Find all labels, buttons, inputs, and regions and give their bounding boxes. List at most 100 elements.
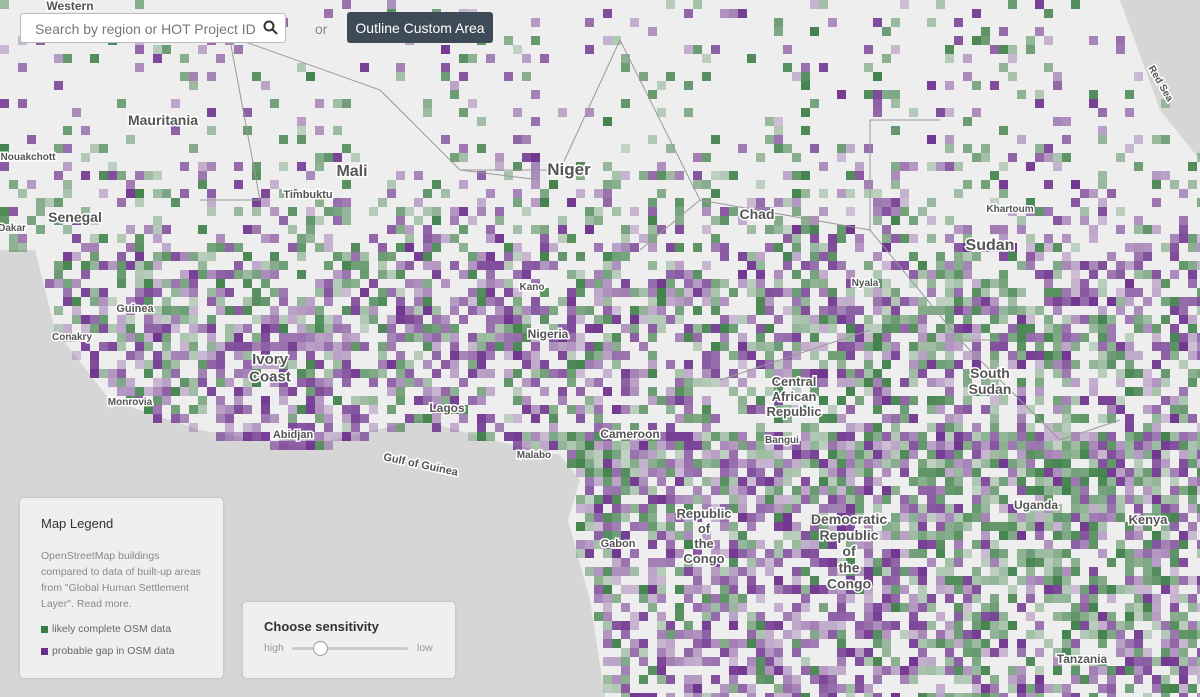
coverage-cell bbox=[819, 531, 828, 540]
coverage-cell bbox=[846, 477, 855, 486]
coverage-cell bbox=[711, 594, 720, 603]
coverage-cell bbox=[972, 486, 981, 495]
coverage-cell bbox=[117, 99, 126, 108]
coverage-cell bbox=[1026, 630, 1035, 639]
coverage-cell bbox=[189, 387, 198, 396]
coverage-cell bbox=[207, 297, 216, 306]
coverage-cell bbox=[837, 342, 846, 351]
coverage-cell bbox=[927, 279, 936, 288]
coverage-cell bbox=[891, 459, 900, 468]
coverage-cell bbox=[1080, 288, 1089, 297]
coverage-cell bbox=[963, 297, 972, 306]
coverage-cell bbox=[864, 423, 873, 432]
coverage-cell bbox=[963, 54, 972, 63]
coverage-cell bbox=[1125, 261, 1134, 270]
coverage-cell bbox=[1053, 369, 1062, 378]
coverage-cell bbox=[540, 432, 549, 441]
coverage-cell bbox=[819, 513, 828, 522]
coverage-cell bbox=[1053, 504, 1062, 513]
search-input[interactable]: Search by region or HOT Project ID bbox=[20, 13, 286, 43]
coverage-cell bbox=[612, 270, 621, 279]
coverage-cell bbox=[855, 162, 864, 171]
coverage-cell bbox=[1062, 630, 1071, 639]
coverage-cell bbox=[126, 180, 135, 189]
coverage-cell bbox=[1080, 450, 1089, 459]
coverage-cell bbox=[729, 585, 738, 594]
coverage-cell bbox=[1107, 432, 1116, 441]
coverage-cell bbox=[999, 306, 1008, 315]
coverage-cell bbox=[927, 459, 936, 468]
coverage-cell bbox=[972, 495, 981, 504]
coverage-cell bbox=[1071, 513, 1080, 522]
coverage-cell bbox=[666, 468, 675, 477]
coverage-cell bbox=[999, 558, 1008, 567]
coverage-cell bbox=[666, 279, 675, 288]
coverage-cell bbox=[756, 297, 765, 306]
coverage-cell bbox=[666, 432, 675, 441]
coverage-cell bbox=[918, 342, 927, 351]
slider[interactable]: high low bbox=[264, 641, 439, 658]
outline-button[interactable]: Outline Custom Area bbox=[347, 12, 493, 43]
coverage-cell bbox=[873, 207, 882, 216]
coverage-cell bbox=[1008, 621, 1017, 630]
coverage-cell bbox=[819, 396, 828, 405]
coverage-cell bbox=[1098, 279, 1107, 288]
coverage-cell bbox=[1161, 540, 1170, 549]
coverage-cell bbox=[837, 486, 846, 495]
coverage-cell bbox=[666, 0, 675, 9]
coverage-cell bbox=[810, 666, 819, 675]
coverage-cell bbox=[576, 315, 585, 324]
coverage-cell bbox=[801, 171, 810, 180]
coverage-cell bbox=[738, 459, 747, 468]
coverage-cell bbox=[432, 333, 441, 342]
coverage-cell bbox=[891, 522, 900, 531]
coverage-cell bbox=[927, 603, 936, 612]
coverage-cell bbox=[1053, 342, 1062, 351]
coverage-cell bbox=[567, 351, 576, 360]
coverage-cell bbox=[693, 495, 702, 504]
coverage-cell bbox=[927, 486, 936, 495]
coverage-cell bbox=[477, 297, 486, 306]
coverage-cell bbox=[702, 198, 711, 207]
coverage-cell bbox=[27, 180, 36, 189]
coverage-cell bbox=[414, 252, 423, 261]
coverage-cell bbox=[261, 297, 270, 306]
coverage-cell bbox=[99, 171, 108, 180]
coverage-cell bbox=[846, 684, 855, 693]
coverage-cell bbox=[90, 324, 99, 333]
coverage-cell bbox=[306, 72, 315, 81]
coverage-cell bbox=[963, 639, 972, 648]
coverage-cell bbox=[738, 315, 747, 324]
coverage-cell bbox=[900, 234, 909, 243]
coverage-cell bbox=[81, 270, 90, 279]
coverage-cell bbox=[675, 432, 684, 441]
coverage-cell bbox=[1098, 216, 1107, 225]
slider-thumb[interactable] bbox=[313, 641, 328, 656]
coverage-cell bbox=[783, 585, 792, 594]
coverage-cell bbox=[990, 423, 999, 432]
coverage-cell bbox=[945, 360, 954, 369]
coverage-cell bbox=[432, 351, 441, 360]
slider-track[interactable] bbox=[292, 647, 408, 650]
coverage-cell bbox=[1143, 612, 1152, 621]
coverage-cell bbox=[252, 432, 261, 441]
coverage-cell bbox=[657, 171, 666, 180]
coverage-cell bbox=[846, 540, 855, 549]
coverage-cell bbox=[1098, 468, 1107, 477]
map-label: Timbuktu bbox=[283, 189, 332, 201]
search-icon[interactable] bbox=[263, 20, 279, 36]
coverage-cell bbox=[873, 441, 882, 450]
coverage-cell bbox=[783, 522, 792, 531]
map-label: Central African Republic bbox=[767, 374, 822, 419]
coverage-cell bbox=[99, 297, 108, 306]
coverage-cell bbox=[648, 306, 657, 315]
coverage-cell bbox=[396, 171, 405, 180]
coverage-cell bbox=[144, 387, 153, 396]
coverage-cell bbox=[495, 423, 504, 432]
coverage-cell bbox=[369, 279, 378, 288]
coverage-cell bbox=[1008, 207, 1017, 216]
coverage-cell bbox=[1017, 450, 1026, 459]
coverage-cell bbox=[630, 585, 639, 594]
coverage-cell bbox=[315, 378, 324, 387]
coverage-cell bbox=[1197, 693, 1200, 697]
